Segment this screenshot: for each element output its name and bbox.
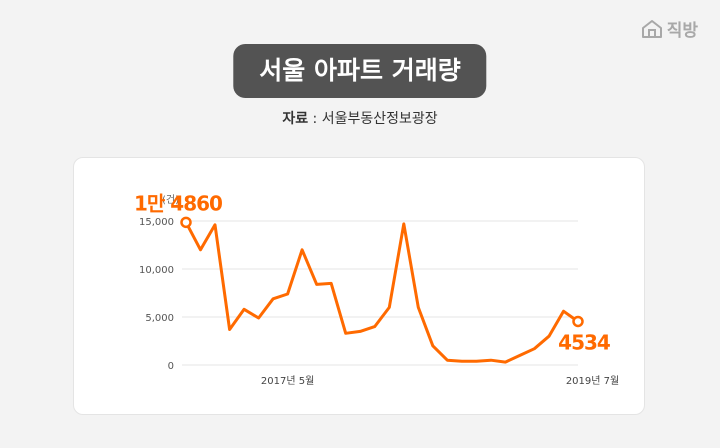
- logo: 직방: [641, 16, 698, 41]
- y-tick-label: 0: [168, 361, 174, 372]
- y-tick-label: 10,000: [139, 265, 174, 276]
- y-tick-label: 15,000: [139, 217, 174, 228]
- source-line: 자료 : 서울부동산정보광장: [0, 108, 720, 128]
- data-label: 1만 4860: [134, 191, 222, 215]
- x-tick-label: 2019년 7월: [566, 375, 619, 387]
- y-unit-label: (건): [162, 194, 179, 206]
- source-key: 자료: [282, 111, 309, 127]
- series-line: [184, 220, 580, 364]
- source-separator: :: [308, 111, 322, 127]
- page-title: 서울 아파트 거래량: [233, 44, 487, 98]
- y-tick-label: 5,000: [145, 313, 174, 324]
- line-chart: (건) 15,000 10,000 5,000 0 2017년 5월 2019년 7월 1만 …: [134, 191, 619, 387]
- source-value: 서울부동산정보광장: [321, 111, 438, 127]
- house-icon: [641, 19, 662, 38]
- chart-card: (건) 15,000 10,000 5,000 0 2017년 5월 2019년 7월 1만 …: [73, 157, 645, 415]
- x-tick-label: 2017년 5월: [261, 375, 314, 387]
- annotated-point: [572, 315, 584, 328]
- data-label: 4534: [558, 330, 610, 354]
- annotated-point: [180, 216, 192, 229]
- logo-text: 직방: [666, 21, 698, 41]
